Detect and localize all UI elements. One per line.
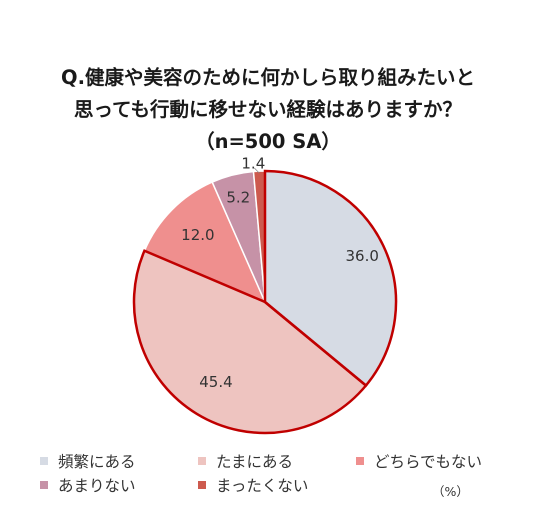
legend-item-5: まったくない: [198, 474, 308, 496]
pie-value-labels: 36.0 45.4 12.0 5.2 1.4: [181, 155, 379, 392]
pie-leader-lines: [254, 167, 260, 174]
pie-slices: [133, 170, 397, 434]
slice-4-value-label: 5.2: [226, 188, 250, 206]
legend-swatch: [356, 457, 364, 465]
legend-item-3: どちらでもない: [356, 450, 482, 472]
legend-label: 頻繁にある: [58, 453, 136, 471]
legend-swatch: [198, 457, 206, 465]
pie-highlight-outlines: [132, 169, 398, 435]
unit-label: （%）: [432, 484, 469, 499]
chart-title-line-2: 思っても行動に移せない経験はありますか？: [73, 98, 463, 121]
legend-label: たまにある: [216, 453, 294, 471]
slice-3-value-label: 12.0: [181, 226, 214, 244]
legend-swatch: [40, 481, 48, 489]
legend-item-1: 頻繁にある: [40, 450, 136, 472]
legend-item-4: あまりない: [40, 474, 136, 496]
legend-item-2: たまにある: [198, 450, 293, 472]
slice-3: [143, 181, 267, 304]
legend-swatch: [40, 457, 48, 465]
chart-title-line-1: Q.健康や美容のために何かしら取り組みたいと: [61, 66, 475, 89]
legend-label: どちらでもない: [374, 453, 483, 471]
chart-title: Q.健康や美容のために何かしら取り組みたいと 思っても行動に移せない経験はありま…: [0, 62, 536, 158]
legend-label: あまりない: [58, 477, 136, 495]
slice-5-leader-line: [254, 167, 260, 174]
legend-label: まったくない: [216, 477, 309, 495]
slice-1-highlight-outline: [263, 169, 398, 388]
slice-1-value-label: 36.0: [345, 247, 378, 265]
legend-swatch: [198, 481, 206, 489]
chart-title-line-3: （n=500 SA）: [195, 130, 341, 153]
slice-2-value-label: 45.4: [199, 373, 232, 391]
slice-5-value-label: 1.4: [241, 155, 265, 173]
slice-2-highlight-outline: [132, 249, 368, 435]
